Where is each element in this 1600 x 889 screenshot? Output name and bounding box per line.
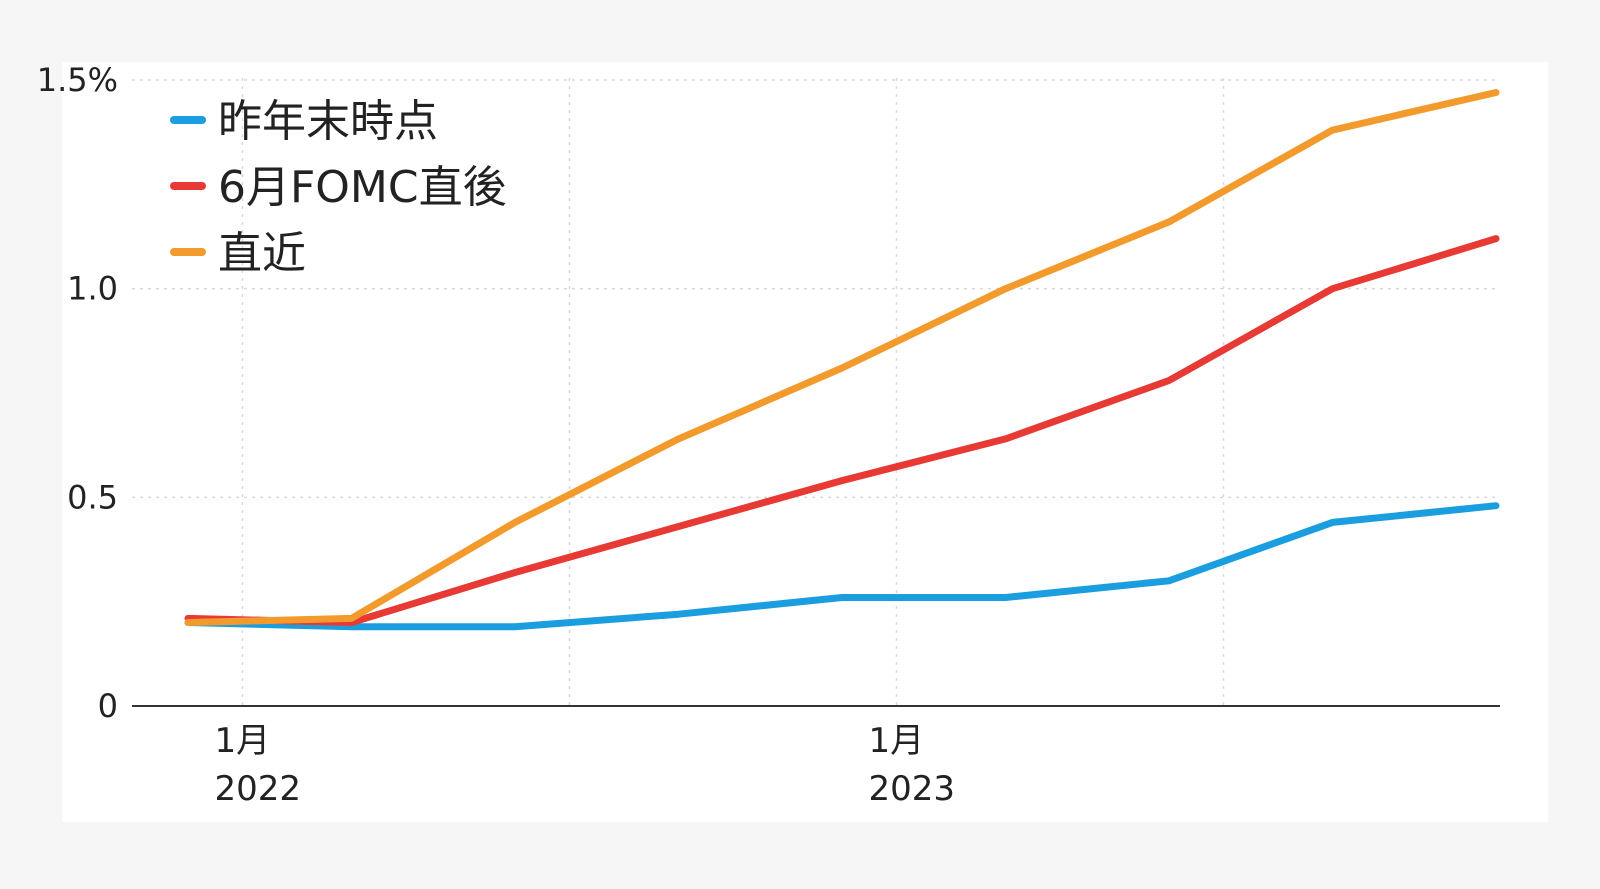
legend-label: 6月FOMC直後 (218, 162, 507, 213)
x-tick-year-label: 2022 (215, 769, 302, 809)
grid (132, 78, 1500, 706)
series-line (184, 235, 1500, 626)
x-tick-month-label: 1月 (869, 721, 925, 761)
x-tick-month-label: 1月 (215, 721, 271, 761)
y-tick-label: 0 (98, 687, 118, 725)
series-lines (184, 89, 1500, 631)
series-line (184, 502, 1500, 631)
legend-label: 昨年末時点 (218, 96, 438, 147)
axes: 0 0.5 1.0 1.5% 1月 2022 1月 2023 (37, 61, 1500, 809)
series-line (184, 89, 1500, 626)
x-tick-year-label: 2023 (869, 769, 956, 809)
legend-label: 直近 (218, 228, 306, 279)
y-tick-label: 1.0 (67, 270, 118, 308)
y-tick-label: 1.5% (37, 61, 118, 99)
chart-panel (62, 62, 1548, 822)
y-tick-label: 0.5 (67, 478, 118, 516)
